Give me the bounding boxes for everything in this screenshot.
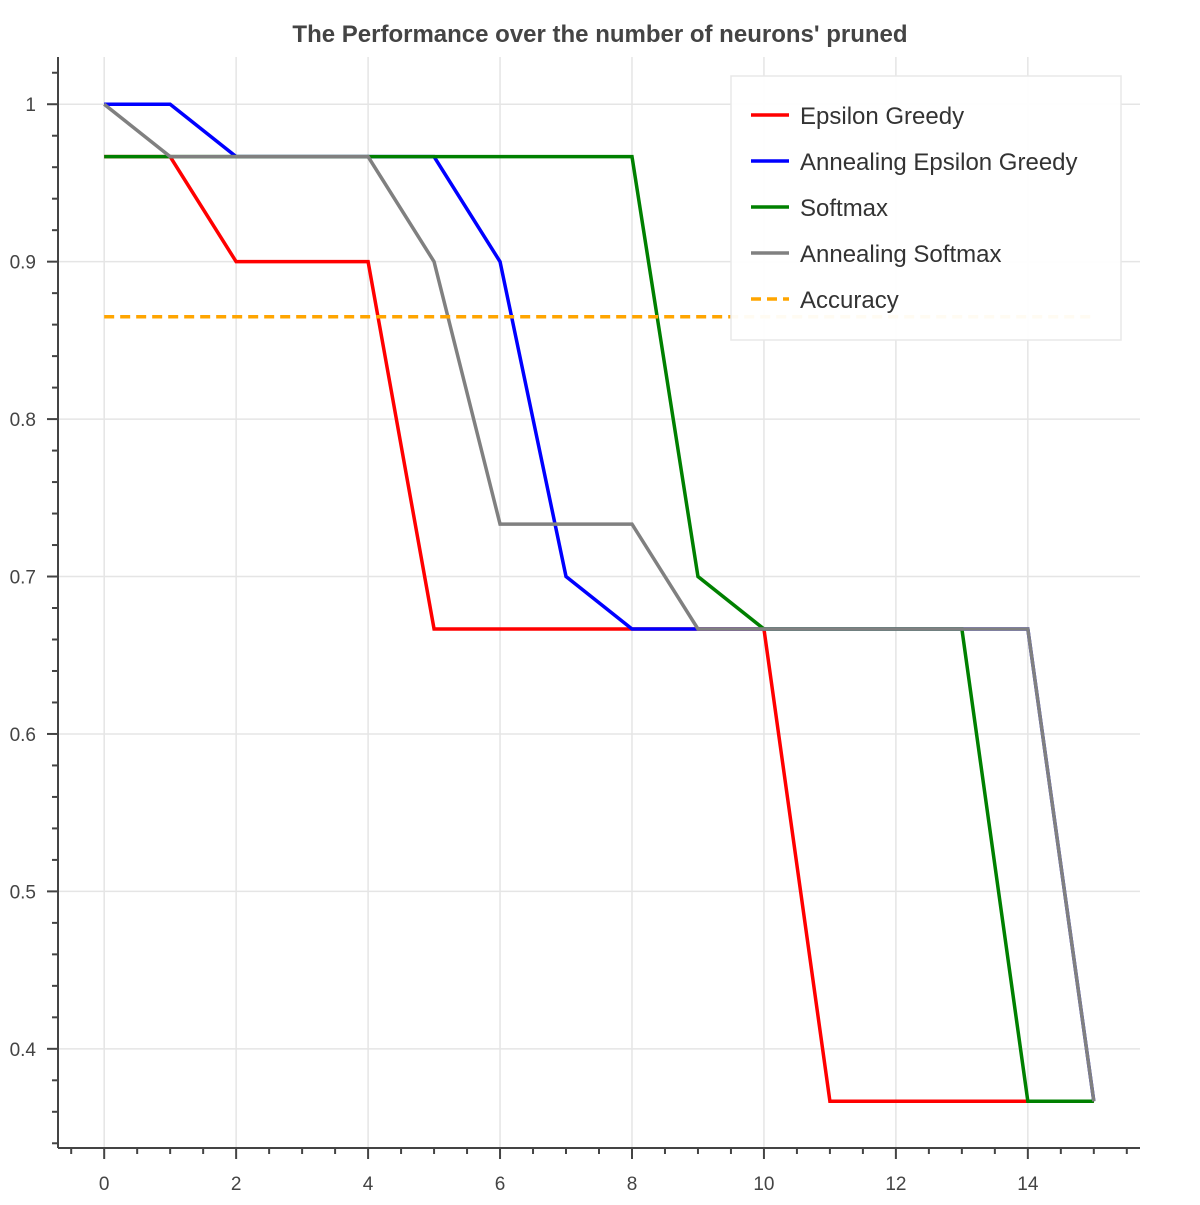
x-tick-label: 2	[231, 1174, 242, 1195]
axes: 0 2 4 6 8 10 12 14 0.4 0.5 0.6 0.7 0.8 0.9 1	[10, 57, 1140, 1195]
x-tick-label: 4	[363, 1174, 374, 1195]
x-tick-label: 14	[1017, 1174, 1039, 1195]
legend-item: Epsilon Greedy	[751, 103, 964, 130]
x-tick-label: 6	[495, 1174, 506, 1195]
legend: Epsilon Greedy Annealing Epsilon Greedy So…	[730, 75, 1122, 341]
series-line-annealing-softmax	[103, 102, 1096, 1102]
x-tick-label: 8	[627, 1174, 638, 1195]
legend-label: Accuracy	[800, 287, 899, 314]
legend-item: Accuracy	[751, 287, 899, 314]
legend-label: Annealing Epsilon Greedy	[800, 149, 1078, 176]
y-tick-label: 0.8	[10, 410, 36, 431]
chart-title: The Performance over the number of neuro…	[292, 21, 907, 48]
y-tick-label: 0.9	[10, 253, 36, 274]
legend-box	[730, 75, 1122, 341]
series-line-epsilon-greedy	[104, 154, 1094, 1103]
x-tick-label: 12	[885, 1174, 906, 1195]
y-tick-label: 0.6	[10, 725, 36, 746]
x-tick-label: 10	[753, 1174, 774, 1195]
y-tick-label: 0.7	[10, 568, 36, 589]
y-tick-label: 1	[25, 95, 36, 116]
legend-item: Annealing Epsilon Greedy	[751, 149, 1078, 176]
legend-label: Annealing Softmax	[800, 241, 1001, 268]
legend-label: Softmax	[800, 195, 888, 222]
y-tick-label: 0.5	[10, 882, 36, 903]
x-tick-label: 0	[99, 1174, 110, 1195]
y-tick-label: 0.4	[10, 1040, 37, 1061]
legend-item: Annealing Softmax	[751, 241, 1001, 268]
legend-item: Softmax	[751, 195, 888, 222]
legend-label: Epsilon Greedy	[800, 103, 964, 130]
